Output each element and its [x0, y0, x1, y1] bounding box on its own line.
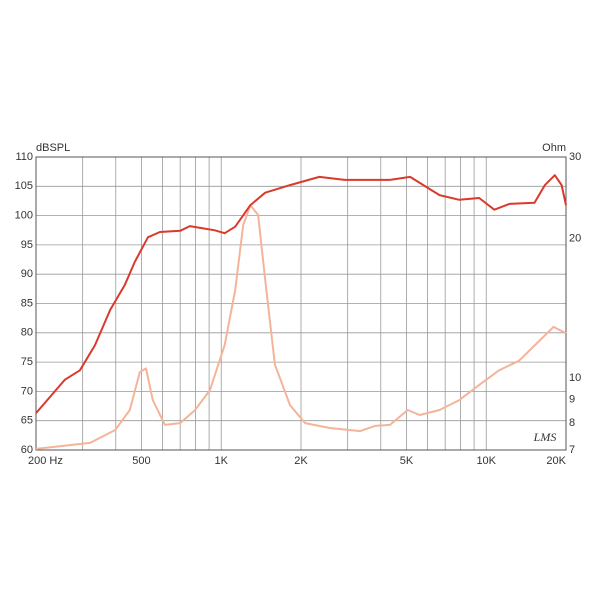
y2-tick-label: 7	[569, 444, 575, 456]
y-tick-label: 85	[21, 297, 33, 309]
line	[35, 204, 567, 450]
y-tick-label: 75	[21, 356, 33, 368]
y2-tick-label: 30	[569, 151, 581, 163]
x-tick-label: 2K	[294, 455, 308, 467]
y-tick-label: 80	[21, 327, 33, 339]
x-tick-label: 200 Hz	[28, 455, 63, 467]
y2-axis-label: Ohm	[542, 142, 566, 154]
y-tick-label: 70	[21, 385, 33, 397]
y2-tick-label: 20	[569, 233, 581, 245]
x-tick-label: 500	[132, 455, 150, 467]
x-tick-label: 1K	[214, 455, 228, 467]
y2-tick-label: 8	[569, 417, 575, 429]
x-tick-label: 5K	[400, 455, 414, 467]
x-tick-label: 20K	[546, 455, 566, 467]
y-tick-label: 100	[15, 210, 33, 222]
plot-frame	[35, 156, 567, 451]
line	[35, 174, 567, 414]
y-tick-label: 90	[21, 268, 33, 280]
y-tick-label: 60	[21, 444, 33, 456]
y-tick-label: 105	[15, 180, 33, 192]
y-tick-label: 95	[21, 239, 33, 251]
y2-tick-label: 10	[569, 372, 581, 384]
y-axis-label: dBSPL	[36, 142, 70, 154]
logo: LMS	[533, 430, 557, 444]
x-tick-label: 10K	[476, 455, 496, 467]
y2-tick-label: 9	[569, 393, 575, 405]
y-tick-label: 65	[21, 415, 33, 427]
y-tick-label: 110	[15, 151, 33, 163]
